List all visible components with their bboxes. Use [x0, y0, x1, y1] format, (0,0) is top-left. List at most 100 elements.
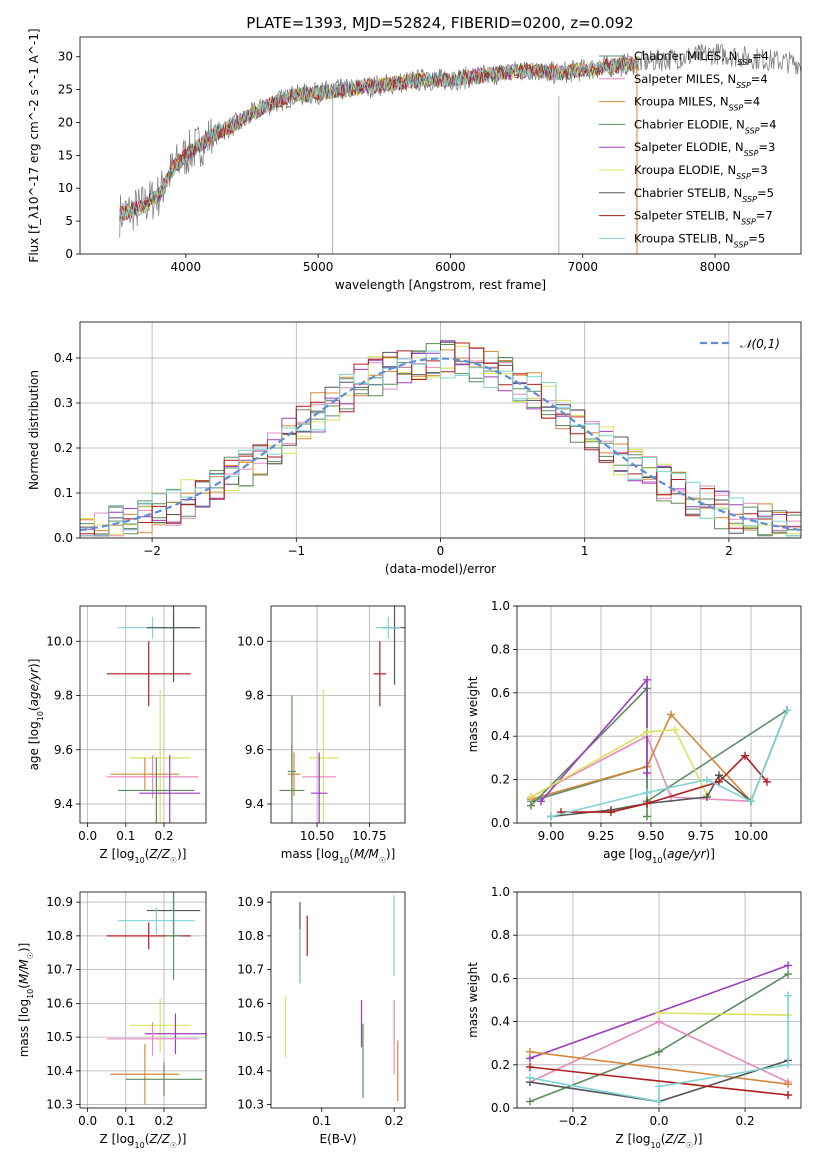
axes-frame	[79, 891, 207, 1109]
y-tick-label: 0.3	[54, 396, 73, 410]
plot-area-age-weight	[527, 675, 791, 821]
plot-area-mass-age	[279, 606, 405, 823]
weight-marker	[741, 751, 749, 760]
y-tick-label: 0.0	[491, 1101, 510, 1115]
weight-marker	[643, 769, 651, 778]
weight-marker	[784, 970, 793, 979]
plot-area-spectrum	[119, 43, 801, 254]
weight-marker	[525, 1097, 534, 1106]
y-tick-label: 10.8	[237, 929, 264, 943]
y-tick-label: 10.6	[237, 996, 264, 1010]
weight-line	[529, 1066, 789, 1096]
y-tick-label: 15	[58, 148, 73, 162]
y-tick-label: 0.2	[54, 441, 73, 455]
x-axis-label: Z [log10(Z/Z☉)]	[100, 847, 187, 865]
weight-marker	[784, 1080, 793, 1089]
x-tick-label: 0.0	[649, 1114, 668, 1128]
y-axis-label: mass [log10(M/M☉)]	[17, 943, 35, 1058]
plot-area-z-mass	[106, 892, 206, 1105]
weight-marker	[525, 1062, 534, 1071]
plot-z-mass: 0.0 0.1 0.2 10.3 10.4 10.5 10.6 10.7 10.8 10.9 Z […	[17, 891, 207, 1150]
weight-marker	[655, 1017, 663, 1026]
weight-marker	[784, 961, 793, 970]
y-tick-label: 10.7	[237, 963, 264, 977]
weight-marker	[715, 777, 723, 786]
y-tick-label: 10	[58, 181, 73, 195]
x-tick-label: 7000	[567, 260, 598, 274]
x-axis-label: mass [log10(M/M☉)]	[281, 847, 396, 865]
y-axis-label: age [log10(age/yr)]	[27, 659, 45, 771]
plot-area-z-age	[106, 606, 201, 823]
axes-frame	[270, 891, 406, 1109]
weight-marker	[547, 812, 555, 821]
weight-marker	[703, 775, 711, 784]
weight-marker	[537, 797, 545, 806]
y-tick-label: 0.4	[54, 351, 73, 365]
y-tick-label: 9.8	[245, 689, 264, 703]
residual-legend: 𝒩(0,1)	[700, 337, 780, 351]
plot-area-residuals	[80, 340, 801, 537]
y-tick-label: 10.4	[46, 1064, 73, 1078]
weight-marker	[784, 1091, 793, 1100]
y-tick-label: 0.0	[54, 531, 73, 545]
x-tick-label: 0.2	[385, 1114, 404, 1128]
x-tick-label: 0.2	[154, 829, 173, 843]
legend-label: Chabrier ELODIE, NSSP=4	[634, 117, 776, 135]
x-axis-label: age [log10(age/yr)]	[603, 847, 715, 865]
y-tick-label: 0.6	[491, 686, 510, 700]
plot-area-z-weight	[525, 961, 793, 1106]
weight-marker	[655, 1082, 663, 1091]
legend-label: Kroupa ELODIE, NSSP=3	[634, 163, 768, 181]
spectrum-model-line	[119, 55, 640, 220]
y-axis-label: Normed distribution	[27, 370, 41, 490]
weight-marker	[784, 1060, 793, 1069]
weight-line	[530, 728, 708, 798]
x-tick-label: 9.75	[688, 829, 715, 843]
legend-label: Chabrier MILES, NSSP=4	[634, 49, 769, 67]
weight-marker	[527, 792, 535, 801]
weight-marker	[643, 727, 651, 736]
x-tick-label: 2	[725, 544, 733, 558]
legend-label: Salpeter MILES, NSSP=4	[634, 72, 768, 90]
x-axis-label: E(B-V)	[319, 1132, 356, 1146]
y-tick-label: 9.4	[54, 797, 73, 811]
x-axis-label: (data-model)/error	[385, 562, 496, 576]
x-tick-label: 9.25	[588, 829, 615, 843]
y-tick-label: 10.9	[46, 895, 73, 909]
y-tick-label: 10.9	[237, 895, 264, 909]
y-tick-label: 0.4	[491, 1015, 510, 1029]
weight-marker	[763, 777, 771, 786]
legend-label: Salpeter STELIB, NSSP=7	[634, 209, 773, 227]
weight-marker	[747, 797, 755, 806]
x-tick-label: −1	[287, 544, 305, 558]
weight-marker	[671, 725, 679, 734]
plot-residuals: −2 −1 0 1 2 0.0 0.1 0.2 0.3 0.4 (data-model)/error…	[27, 321, 802, 576]
legend-label: Kroupa MILES, NSSP=4	[634, 95, 760, 113]
y-tick-label: 0.2	[491, 773, 510, 787]
x-tick-label: 0.2	[154, 1114, 173, 1128]
weight-line	[529, 1051, 789, 1085]
y-tick-label: 10.5	[46, 1030, 73, 1044]
x-axis-label: Z [log10(Z/Z☉)]	[616, 1132, 703, 1150]
axes-frame	[79, 321, 802, 539]
y-tick-label: 25	[58, 83, 73, 97]
figure-title: PLATE=1393, MJD=52824, FIBERID=0200, z=0…	[246, 14, 633, 32]
y-tick-label: 5	[65, 214, 73, 228]
spectrum-model-line	[119, 57, 640, 221]
weight-marker	[667, 710, 675, 719]
x-tick-label: 10.50	[300, 829, 334, 843]
weight-marker	[607, 808, 615, 817]
plot-z-weight: −0.2 0.0 0.2 0.0 0.2 0.4 0.6 0.8 1.0 Z [log10(Z/Z…	[466, 885, 802, 1150]
plot-age-weight: 9.00 9.25 9.50 9.75 10.00 0.0 0.2 0.4 0.6 0.8 1.0 a…	[466, 599, 802, 865]
y-tick-label: 20	[58, 115, 73, 129]
y-tick-label: 10.0	[237, 634, 264, 648]
legend-label: 𝒩(0,1)	[740, 337, 780, 351]
x-tick-label: 9.00	[538, 829, 565, 843]
y-tick-label: 1.0	[491, 599, 510, 613]
x-tick-label: 0.2	[736, 1114, 755, 1128]
y-tick-label: 10.0	[46, 634, 73, 648]
x-tick-label: −2	[143, 544, 161, 558]
weight-marker	[525, 1073, 534, 1082]
y-tick-label: 10.6	[46, 996, 73, 1010]
x-axis-label: Z [log10(Z/Z☉)]	[100, 1132, 187, 1150]
